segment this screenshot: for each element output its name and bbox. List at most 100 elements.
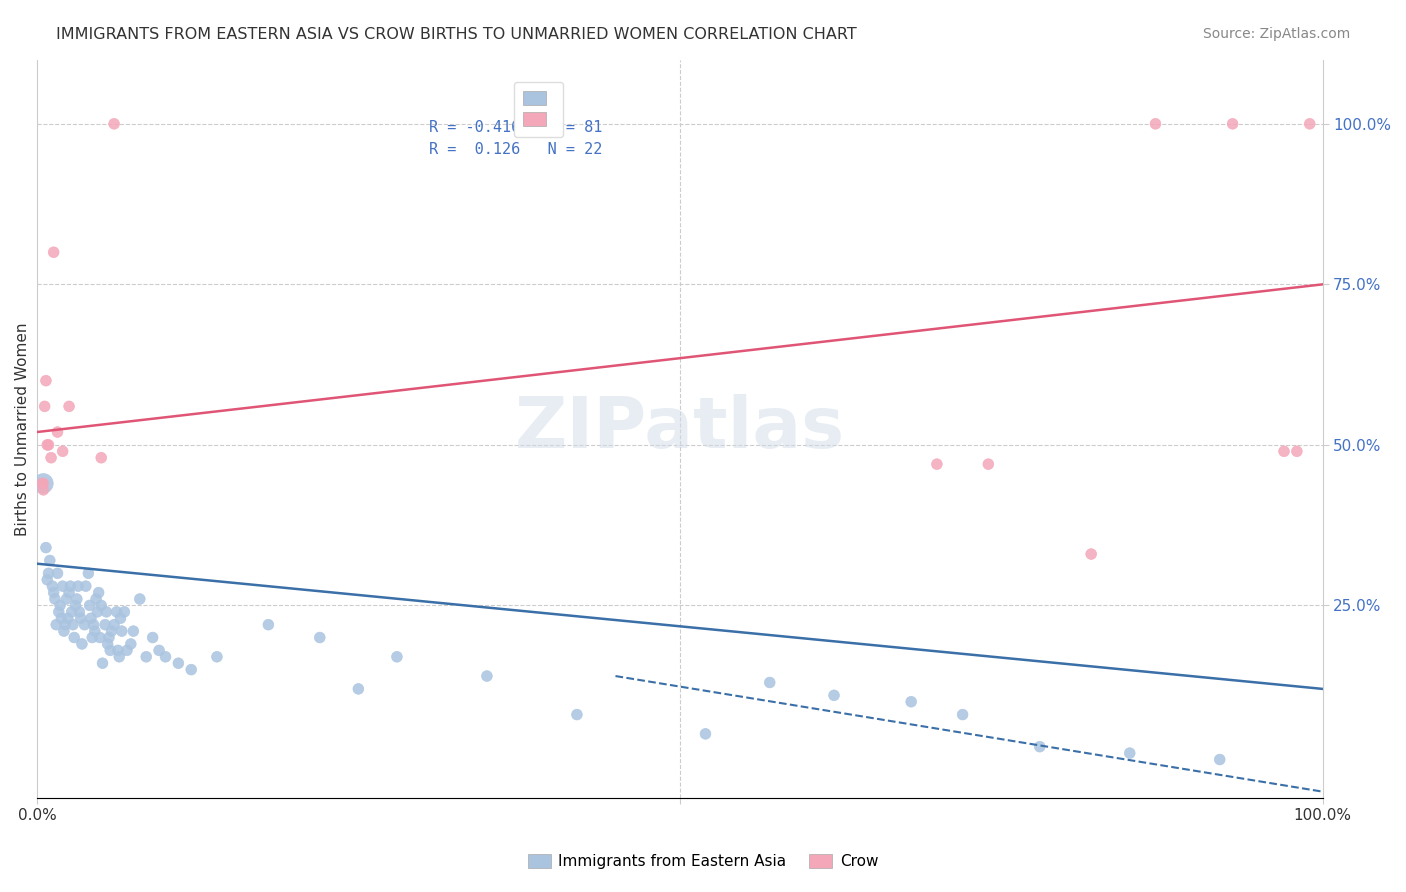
Point <box>77 566 100 581</box>
Point <box>98 643 121 657</box>
Point <box>35 374 58 388</box>
Point <box>120 637 142 651</box>
Point <box>38 438 60 452</box>
Point <box>38 566 60 581</box>
Point <box>1209 752 1232 766</box>
Text: IMMIGRANTS FROM EASTERN ASIA VS CROW BIRTHS TO UNMARRIED WOMEN CORRELATION CHART: IMMIGRANTS FROM EASTERN ASIA VS CROW BIR… <box>56 27 858 42</box>
Point <box>66 592 89 607</box>
Point <box>90 450 112 465</box>
Point <box>45 617 67 632</box>
Point <box>83 617 105 632</box>
Point <box>823 689 845 703</box>
Point <box>103 617 125 632</box>
Point <box>148 643 170 657</box>
Point <box>1272 444 1295 458</box>
Point <box>91 657 114 671</box>
Point <box>977 457 1000 471</box>
Point <box>142 631 165 645</box>
Point <box>67 579 90 593</box>
Point <box>31 476 53 491</box>
Point <box>37 438 59 452</box>
Point <box>69 611 91 625</box>
Point <box>695 727 717 741</box>
Point <box>42 585 65 599</box>
Point <box>135 649 157 664</box>
Point <box>49 599 72 613</box>
Point <box>952 707 974 722</box>
Point <box>385 649 408 664</box>
Point <box>565 707 588 722</box>
Point <box>32 476 55 491</box>
Point <box>1285 444 1308 458</box>
Point <box>79 599 101 613</box>
Point <box>97 637 120 651</box>
Point <box>180 663 202 677</box>
Point <box>107 643 129 657</box>
Point <box>105 605 128 619</box>
Text: ZIPatlas: ZIPatlas <box>515 394 845 463</box>
Point <box>32 483 55 497</box>
Point <box>46 566 69 581</box>
Point <box>128 592 150 607</box>
Point <box>32 476 55 491</box>
Point <box>1080 547 1102 561</box>
Point <box>100 624 122 639</box>
Point <box>94 617 117 632</box>
Point <box>52 624 75 639</box>
Point <box>44 592 66 607</box>
Point <box>475 669 498 683</box>
Point <box>111 624 134 639</box>
Point <box>56 611 79 625</box>
Point <box>115 643 138 657</box>
Point <box>96 605 118 619</box>
Point <box>63 631 86 645</box>
Point <box>1144 117 1167 131</box>
Point <box>87 585 110 599</box>
Point <box>122 624 145 639</box>
Point <box>48 605 70 619</box>
Y-axis label: Births to Unmarried Women: Births to Unmarried Women <box>15 322 30 535</box>
Point <box>1029 739 1052 754</box>
Point <box>73 617 96 632</box>
Point <box>70 637 93 651</box>
Point <box>347 681 370 696</box>
Text: R = -0.416   N = 81: R = -0.416 N = 81 <box>429 120 602 135</box>
Point <box>34 400 56 414</box>
Point <box>103 117 125 131</box>
Point <box>83 624 105 639</box>
Point <box>89 631 111 645</box>
Point <box>60 605 83 619</box>
Point <box>108 649 131 664</box>
Point <box>46 425 69 439</box>
Point <box>37 573 59 587</box>
Point <box>35 541 58 555</box>
Point <box>80 611 103 625</box>
Point <box>257 617 280 632</box>
Point <box>52 444 75 458</box>
Point <box>167 657 190 671</box>
Point <box>52 579 75 593</box>
Point <box>62 617 84 632</box>
Legend: Immigrants from Eastern Asia, Crow: Immigrants from Eastern Asia, Crow <box>522 848 884 875</box>
Point <box>925 457 948 471</box>
Point <box>42 245 65 260</box>
Point <box>82 631 104 645</box>
Point <box>86 605 108 619</box>
Point <box>58 400 80 414</box>
Point <box>205 649 228 664</box>
Point <box>1222 117 1244 131</box>
Text: Source: ZipAtlas.com: Source: ZipAtlas.com <box>1202 27 1350 41</box>
Point <box>55 592 77 607</box>
Point <box>308 631 330 645</box>
Legend: , : , <box>515 82 562 136</box>
Point <box>112 605 135 619</box>
Point <box>758 675 780 690</box>
Point <box>53 617 76 632</box>
Point <box>58 585 80 599</box>
Point <box>51 611 73 625</box>
Point <box>84 592 107 607</box>
Point <box>39 450 62 465</box>
Point <box>75 579 97 593</box>
Point <box>155 649 177 664</box>
Point <box>90 599 112 613</box>
